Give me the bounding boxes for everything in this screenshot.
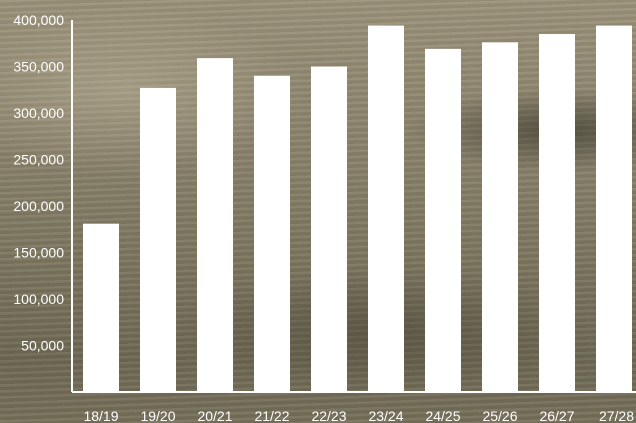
bar-21-22 xyxy=(254,75,290,393)
bar-18-19 xyxy=(83,223,119,392)
x-tick-label: 24/25 xyxy=(425,408,460,423)
x-tick-label: 22/23 xyxy=(311,408,346,423)
bar-22-23 xyxy=(311,66,347,392)
x-tick-label: 25/26 xyxy=(482,408,517,423)
bar-25-26 xyxy=(482,42,518,392)
bar-20-21 xyxy=(197,58,233,392)
y-tick-label: 150,000 xyxy=(13,245,64,261)
x-tick-label: 21/22 xyxy=(254,408,289,423)
bar-27-28 xyxy=(596,25,632,393)
x-tick-label: 20/21 xyxy=(197,408,232,423)
x-axis-ticks: 18/19 19/20 20/21 21/22 22/23 23/24 24/25 25/26… xyxy=(83,408,634,423)
bars xyxy=(83,25,632,393)
y-tick-label: 250,000 xyxy=(13,152,64,168)
x-tick-label: 18/19 xyxy=(83,408,118,423)
y-tick-label: 50,000 xyxy=(21,338,64,354)
y-tick-label: 100,000 xyxy=(13,291,64,307)
bar-24-25 xyxy=(425,48,461,393)
bar-19-20 xyxy=(140,87,176,392)
bar-26-27 xyxy=(539,33,575,392)
y-tick-label: 200,000 xyxy=(13,198,64,214)
x-tick-label: 27/28 xyxy=(599,408,634,423)
y-tick-label: 400,000 xyxy=(13,12,64,28)
x-tick-label: 23/24 xyxy=(368,408,403,423)
x-tick-label: 26/27 xyxy=(539,408,574,423)
y-tick-label: 300,000 xyxy=(13,105,64,121)
bar-23-24 xyxy=(368,25,404,393)
y-axis-ticks: 50,000 100,000 150,000 200,000 250,000 300,00… xyxy=(13,12,64,354)
y-tick-label: 350,000 xyxy=(13,59,64,75)
x-tick-label: 19/20 xyxy=(140,408,175,423)
